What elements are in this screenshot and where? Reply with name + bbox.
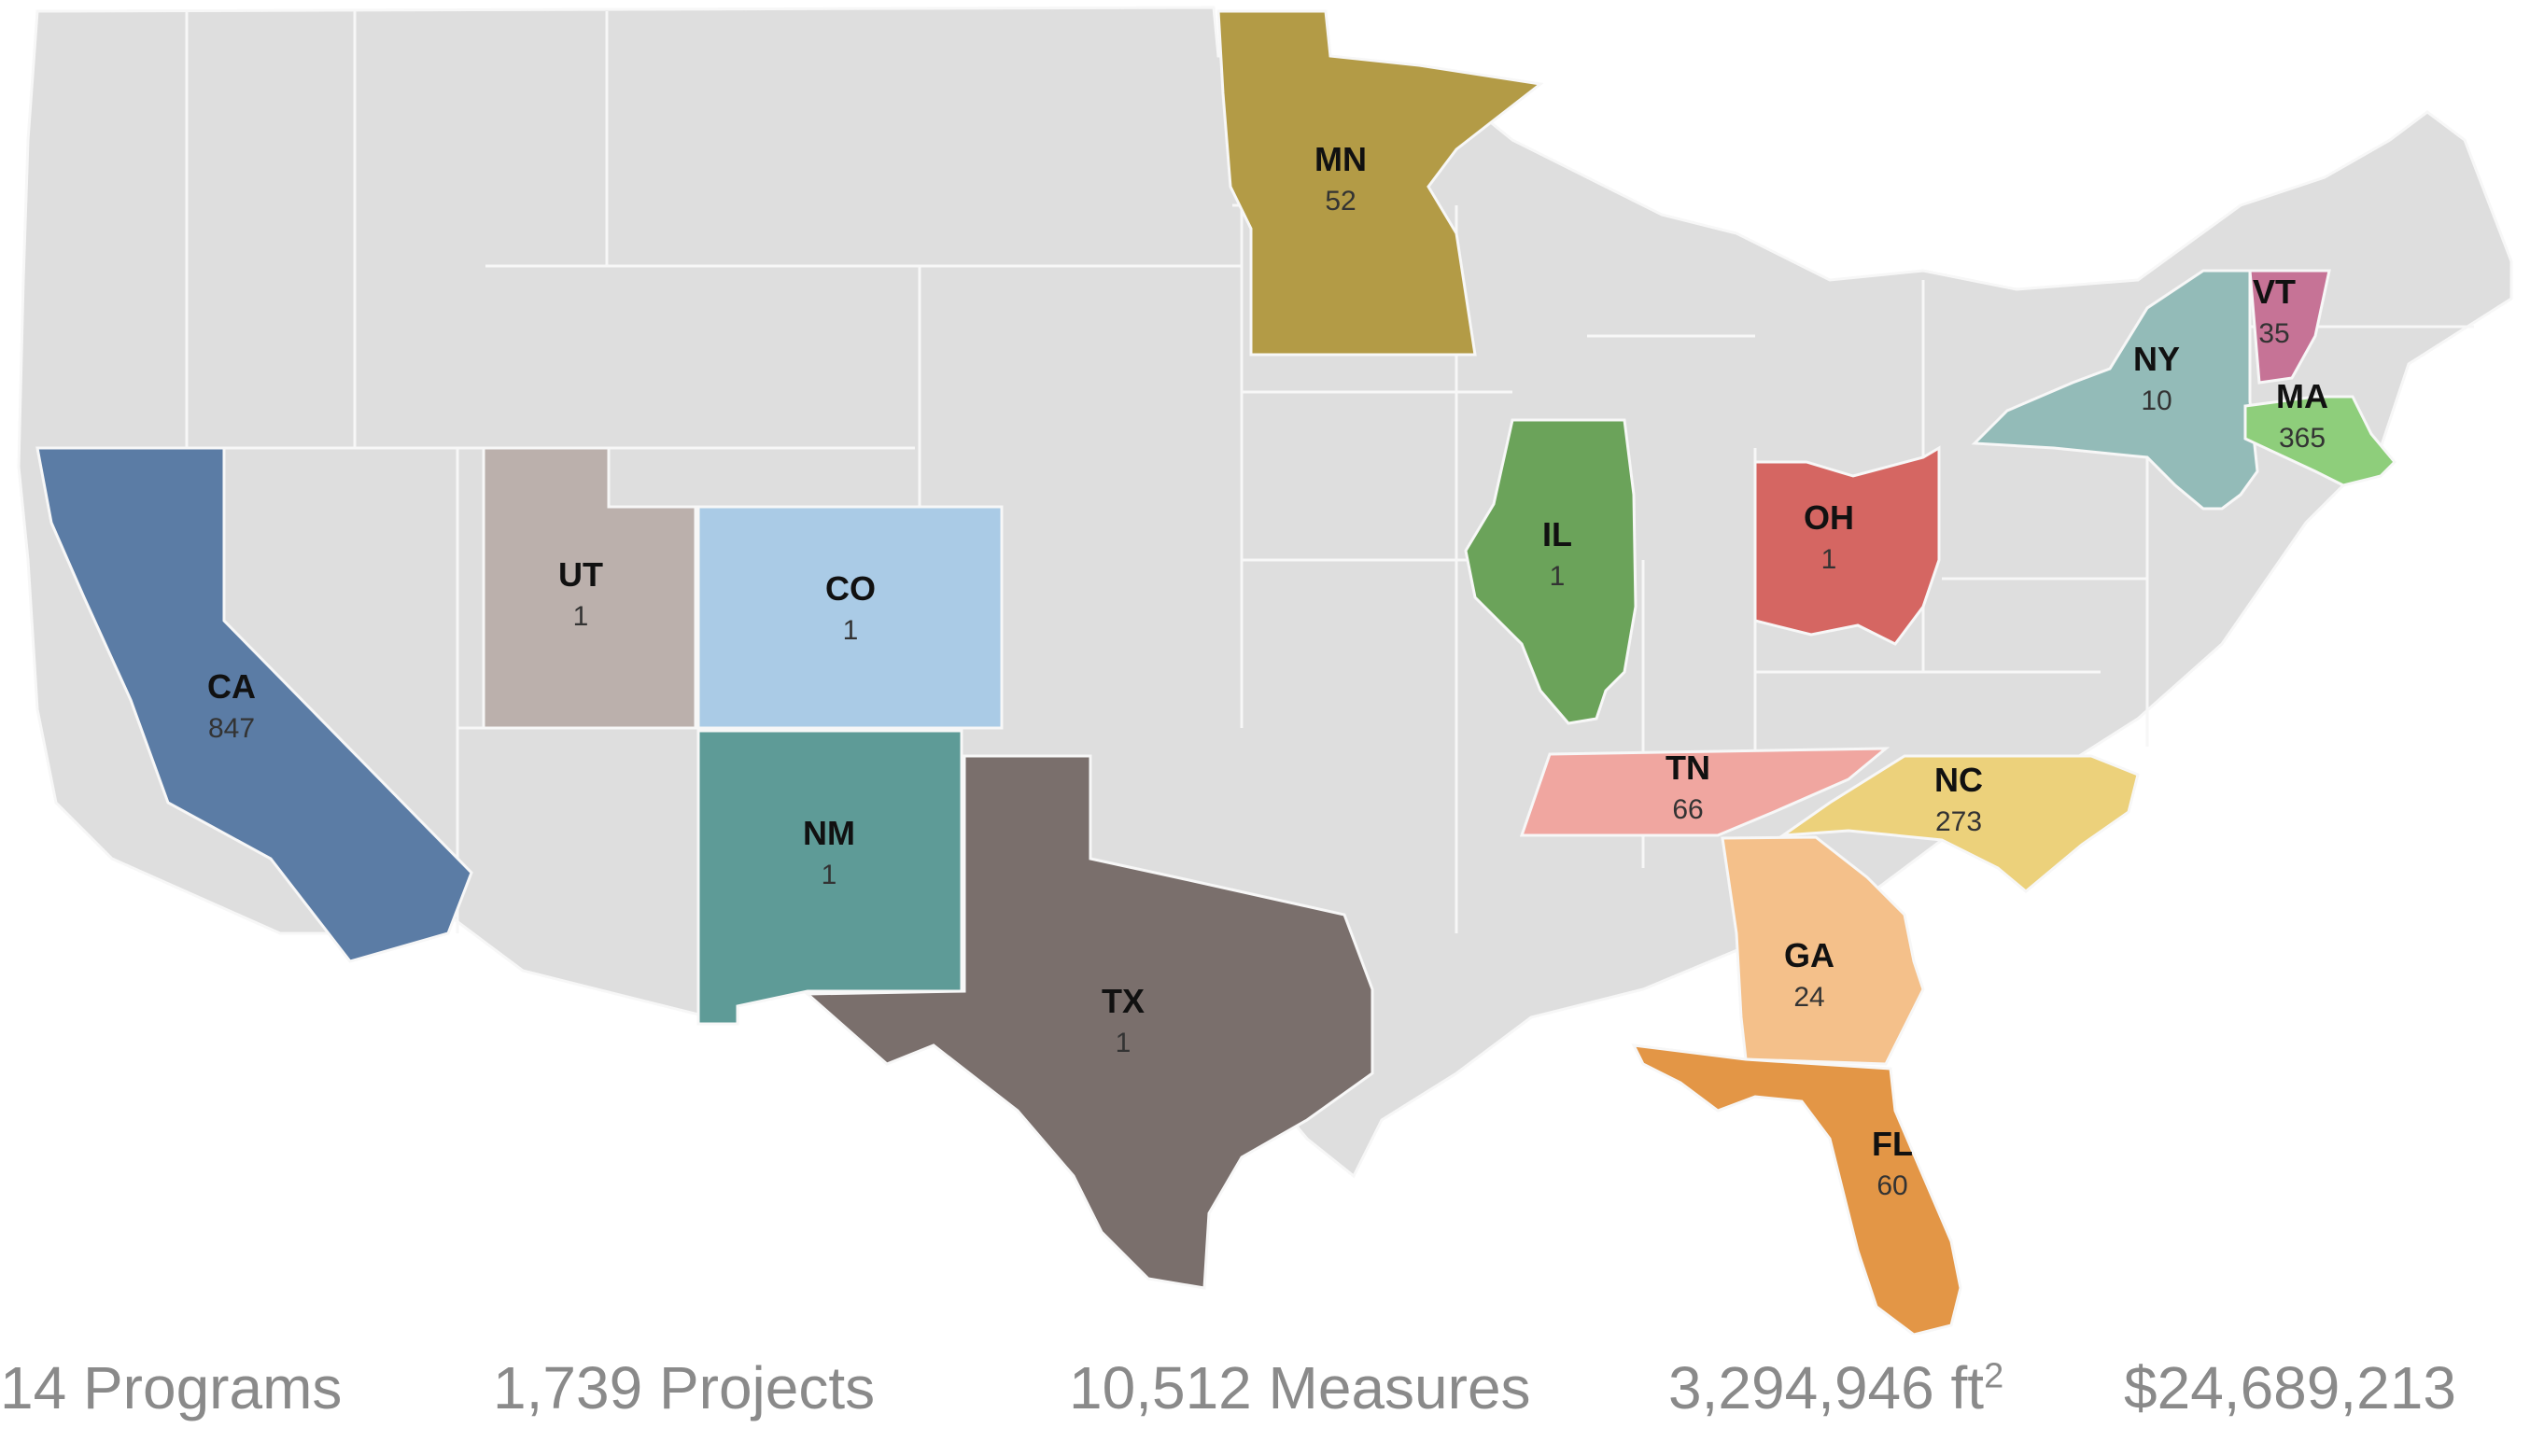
state-shape-tx	[804, 754, 1374, 1290]
state-shape-tn	[1519, 747, 1890, 837]
state-shape-ga	[1721, 835, 1925, 1066]
state-shape-oh	[1753, 445, 1941, 646]
state-code-label-co: CO	[825, 569, 876, 608]
state-code-label-nm: NM	[803, 814, 855, 852]
state-code-label-mn: MN	[1314, 140, 1367, 178]
state-code-label-ca: CA	[207, 667, 256, 706]
state-labels: CA 847 UT 1 CO 1 NM 1 TX 1 MN 52 IL 1 OH 1 TN 66 NC 273 GA 24…	[207, 140, 2328, 1201]
state-count-label-il: 1	[1550, 561, 1566, 592]
state-shape-il	[1464, 418, 1637, 725]
projects-stat: 1,739 Projects	[493, 1354, 876, 1421]
state-code-label-tx: TX	[1102, 982, 1145, 1020]
highlighted-states	[35, 9, 2397, 1335]
state-count-label-co: 1	[843, 615, 859, 646]
state-count-label-mn: 52	[1325, 186, 1356, 217]
state-code-label-tn: TN	[1666, 749, 1710, 787]
state-code-label-fl: FL	[1872, 1125, 1913, 1163]
state-count-label-tx: 1	[1116, 1028, 1131, 1058]
state-count-label-oh: 1	[1821, 544, 1837, 575]
state-count-label-fl: 60	[1876, 1170, 1907, 1201]
area-stat-exponent: 2	[1984, 1356, 2004, 1396]
summary-stats-bar: 14 Programs 1,739 Projects 10,512 Measur…	[0, 1353, 2530, 1437]
state-count-label-ca: 847	[208, 713, 255, 744]
state-code-label-il: IL	[1542, 515, 1572, 553]
state-count-label-nm: 1	[822, 860, 837, 890]
state-shape-nc	[1778, 754, 2140, 893]
state-shape-mn	[1216, 9, 1544, 357]
state-count-label-ga: 24	[1793, 982, 1824, 1013]
state-shape-ca	[35, 446, 473, 963]
funding-stat: $24,689,213	[2124, 1354, 2456, 1421]
state-shape-fl	[1631, 1043, 1962, 1335]
measures-stat: 10,512 Measures	[1069, 1354, 1531, 1421]
state-count-label-ma: 365	[2279, 423, 2326, 454]
us-states-map: CA 847 UT 1 CO 1 NM 1 TX 1 MN 52 IL 1 OH 1 TN 66 NC 273 GA 24…	[17, 6, 2513, 1335]
state-count-label-nc: 273	[1935, 806, 1982, 837]
state-code-label-ma: MA	[2276, 377, 2328, 415]
state-count-label-tn: 66	[1672, 794, 1703, 825]
state-code-label-ny: NY	[2133, 340, 2180, 378]
state-shape-vt	[2248, 269, 2331, 385]
state-code-label-vt: VT	[2253, 273, 2296, 311]
state-shape-nm	[696, 729, 963, 1026]
state-shape-co	[696, 505, 1004, 730]
state-shape-ut	[482, 446, 697, 730]
state-count-label-ny: 10	[2141, 385, 2172, 416]
area-stat: 3,294,946 ft2	[1668, 1353, 2003, 1422]
state-code-label-ga: GA	[1784, 936, 1834, 974]
state-count-label-ut: 1	[573, 601, 589, 632]
area-stat-value: 3,294,946 ft	[1668, 1354, 1985, 1421]
state-code-label-nc: NC	[1934, 761, 1983, 799]
state-code-label-oh: OH	[1804, 498, 1854, 537]
state-code-label-ut: UT	[558, 555, 603, 594]
programs-stat: 14 Programs	[0, 1354, 343, 1421]
state-count-label-vt: 35	[2258, 318, 2289, 349]
state-shape-ma	[2243, 395, 2397, 487]
